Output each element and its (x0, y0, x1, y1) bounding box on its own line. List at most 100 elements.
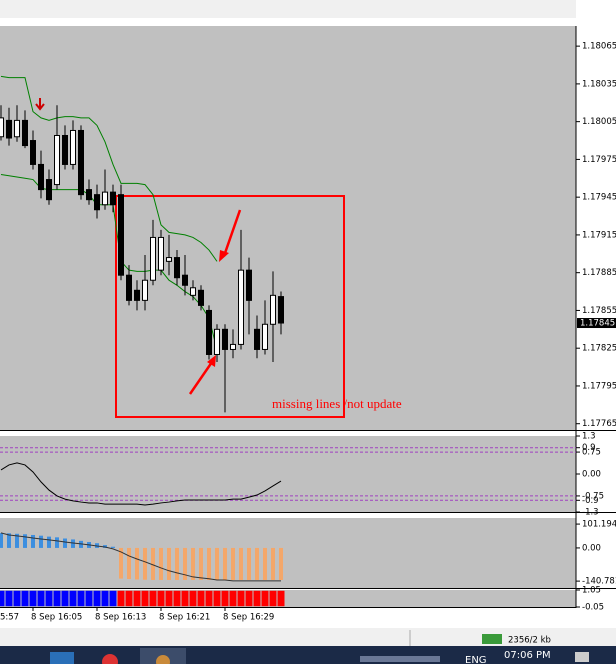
signal-block (93, 590, 101, 607)
envelope-line (0, 75, 218, 262)
candle-body (0, 117, 4, 138)
candle-body (30, 140, 36, 165)
signal-block (253, 590, 261, 607)
taskbar-icon (50, 652, 74, 664)
candle-body (46, 179, 52, 201)
y-tick-label: 1.05 (582, 586, 601, 596)
clock: 07:06 PM (504, 650, 551, 661)
signal-block (29, 590, 37, 607)
candle-body (102, 191, 108, 206)
y-tick-label: 1.17765 (582, 419, 616, 429)
x-tick-label: 8 Sep 16:29 (223, 613, 274, 623)
histogram-bar (15, 533, 19, 548)
candle-body (150, 236, 156, 281)
histogram-bar (143, 547, 147, 580)
arrow-shaft (222, 209, 242, 257)
histogram-bar (247, 547, 251, 580)
oscillator-panel (0, 436, 576, 512)
histogram-bar (175, 547, 179, 580)
highlight-box (115, 195, 345, 418)
histogram-bar (159, 547, 163, 580)
signal-block (189, 590, 197, 607)
candle-body (254, 328, 260, 350)
toolbar-strip (0, 0, 576, 18)
connection-icon (482, 634, 502, 644)
signal-block (21, 590, 29, 607)
candle-body (94, 194, 100, 211)
histogram-bar (263, 547, 267, 580)
candle-body (142, 279, 148, 301)
y-tick-label: 1.17945 (582, 193, 616, 203)
histogram-bar (55, 537, 59, 548)
y-tick-label: 1.17855 (582, 306, 616, 316)
candle-body (134, 289, 140, 301)
candle-body (166, 257, 172, 262)
signal-block (125, 590, 133, 607)
signal-block (245, 590, 253, 607)
candle-body (22, 119, 28, 147)
language: ENG (465, 655, 487, 664)
candle-body (214, 328, 220, 355)
signal-block (237, 590, 245, 607)
candle-body (262, 323, 268, 350)
signal-block (173, 590, 181, 607)
arrow-shaft (188, 361, 214, 395)
signal-block (165, 590, 173, 607)
candle-body (206, 309, 212, 355)
histogram-bar (31, 534, 35, 548)
main-chart-area (0, 26, 576, 430)
histogram-bar (39, 535, 43, 548)
histogram-bar (239, 547, 243, 580)
histogram-bar (279, 547, 283, 580)
histogram-bar (47, 536, 51, 548)
y-tick-label: 1.17825 (582, 344, 616, 354)
candle-body (230, 343, 236, 350)
status-bar (0, 628, 616, 646)
signal-block (229, 590, 237, 607)
y-tick-label: -140.781 (582, 577, 616, 587)
candle-body (174, 257, 180, 279)
current-price-box (577, 318, 616, 329)
y-tick-label: 1.17795 (582, 381, 616, 391)
candle-body (238, 269, 244, 345)
arrow-head (219, 250, 229, 262)
signal-block (0, 590, 5, 607)
y-tick-label: -0.75 (582, 491, 604, 501)
signal-block (181, 590, 189, 607)
y-tick-label: 0.75 (582, 448, 601, 458)
candle-body (270, 294, 276, 325)
histogram-bar (7, 533, 11, 548)
histogram-bar (167, 547, 171, 580)
candle-body (86, 189, 92, 201)
candle-body (14, 119, 20, 138)
histogram-bar (0, 533, 3, 548)
signal-block (37, 590, 45, 607)
envelope-line (0, 174, 218, 350)
histogram-panel (0, 518, 576, 588)
signal-block (61, 590, 69, 607)
y-tick-label: -0.05 (582, 603, 604, 613)
signal-block (221, 590, 229, 607)
candle-body (278, 296, 284, 324)
y-tick-label: 1.18065 (582, 42, 616, 52)
y-tick-label: -0.9 (582, 496, 599, 506)
candle-body (62, 134, 68, 165)
y-tick-label: 1.18035 (582, 79, 616, 89)
signal-block (277, 590, 285, 607)
histogram-bar (223, 547, 227, 580)
y-tick-label: -1.3 (582, 508, 599, 518)
candle-body (222, 328, 228, 350)
histogram-bar (199, 547, 203, 580)
y-tick-label: 1.3 (582, 432, 596, 442)
histogram-bar (215, 547, 219, 580)
signal-line (0, 532, 281, 582)
histogram-bar (63, 538, 67, 548)
signal-block (109, 590, 117, 607)
signal-block (149, 590, 157, 607)
histogram-bar (111, 546, 115, 548)
y-tick-label: 0.00 (582, 543, 601, 553)
signal-block (69, 590, 77, 607)
candle-body (158, 236, 164, 271)
histogram-bar (255, 547, 259, 580)
